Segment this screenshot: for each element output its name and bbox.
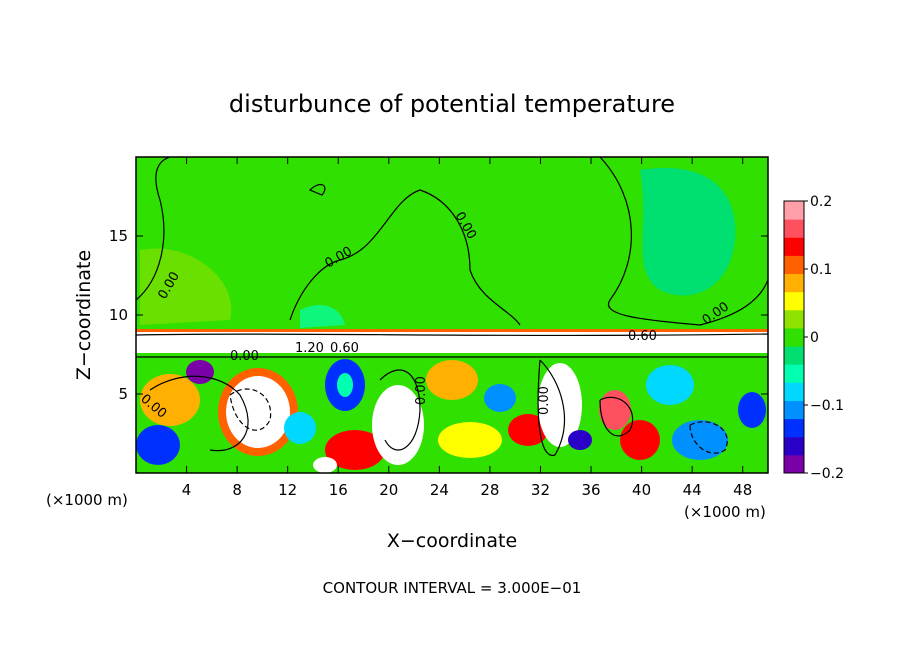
x-tick-label: 8: [232, 481, 242, 499]
colorbar-segment: [784, 255, 804, 275]
blob: [226, 376, 290, 448]
contour-line: [689, 421, 728, 454]
colorbar-segment: [784, 327, 804, 347]
colorbar-segment: [784, 346, 804, 365]
x-tick-label: 4: [182, 481, 192, 499]
blob: [568, 430, 592, 450]
colorbar: 0.2 0.1 0 −0.1 −0.2: [783, 194, 844, 482]
blob: [337, 373, 353, 397]
x-tick-label: 16: [329, 481, 348, 499]
x-axis-title: X−coordinate: [387, 530, 517, 552]
blob: [284, 412, 316, 444]
colorbar-segment: [784, 273, 804, 293]
x-tick-label: 44: [683, 481, 702, 499]
x-axis: 4 8 12 16 20 24 28 32 36 40 44 48: [182, 157, 752, 499]
x-tick-label: 40: [632, 481, 651, 499]
colorbar-segment: [784, 291, 804, 311]
colorbar-tick-label: 0: [810, 330, 819, 346]
contour-line: [229, 388, 272, 431]
colorbar-segment: [784, 309, 804, 329]
y-tick-label: 15: [109, 227, 128, 245]
contour-line: [149, 375, 249, 452]
x-tick-label: 24: [430, 481, 449, 499]
blob: [538, 363, 582, 447]
upper-field-patch: [300, 305, 345, 328]
contour-line: [308, 183, 326, 196]
blob: [738, 392, 766, 428]
colorbar-tick-label: 0.2: [810, 194, 832, 210]
contour-line: [289, 189, 521, 326]
chart-title: disturbunce of potential temperature: [229, 90, 675, 118]
contour-label: 0.60: [628, 329, 657, 344]
y-axis: 5 10 15: [109, 227, 768, 403]
colorbar-segment: [784, 418, 804, 438]
contour-line: [599, 396, 634, 437]
blob: [438, 422, 502, 458]
colorbar-tick-label: −0.1: [810, 398, 844, 414]
blob: [620, 420, 660, 460]
blob: [136, 425, 180, 465]
contour-line: [599, 157, 768, 326]
contour-line: [379, 369, 421, 451]
upper-field-patch: [140, 248, 232, 325]
contour-interval-note: CONTOUR INTERVAL = 3.000E−01: [323, 579, 582, 597]
contour-line: [136, 333, 768, 337]
x-unit-label-left: (×1000 m): [46, 491, 128, 509]
x-tick-label: 48: [733, 481, 752, 499]
blob: [646, 365, 694, 405]
contour-label: 0.60: [330, 341, 359, 356]
inversion-band-edge: [136, 329, 768, 332]
x-tick-label: 32: [531, 481, 550, 499]
inversion-band: [136, 329, 768, 353]
x-tick-label: 12: [278, 481, 297, 499]
blob: [372, 385, 424, 465]
x-unit-label-right: (×1000 m): [684, 503, 766, 521]
x-tick-label: 28: [480, 481, 499, 499]
colorbar-segment: [784, 400, 804, 420]
colorbar-segment: [784, 454, 804, 474]
colorbar-tick-label: 0.1: [810, 262, 832, 278]
contour-label: 1.20: [295, 341, 324, 356]
contour-label: 0.00: [537, 386, 552, 415]
plot-area: 0.00 0.00 0.00 0.00 0.00 0.00 0.00 0.60 …: [136, 157, 768, 473]
blob: [313, 457, 337, 473]
colorbar-segment: [784, 219, 804, 238]
x-tick-label: 36: [581, 481, 600, 499]
colorbar-segment: [784, 382, 804, 401]
blob: [325, 430, 385, 470]
colorbar-segment: [784, 364, 804, 383]
colorbar-segment: [784, 237, 804, 256]
upper-field-patch: [640, 167, 736, 296]
colorbar-segment: [784, 436, 804, 456]
contour-line: [136, 157, 171, 301]
blob: [599, 390, 631, 430]
colorbar-tick-label: −0.2: [810, 466, 844, 482]
blob: [484, 384, 516, 412]
contour-label: 0.00: [414, 376, 429, 405]
blob: [426, 360, 478, 400]
x-tick-label: 20: [379, 481, 398, 499]
y-axis-title: Z−coordinate: [73, 250, 95, 380]
turbulent-blobs: [136, 359, 766, 473]
blob: [186, 360, 214, 384]
y-tick-label: 10: [109, 306, 128, 324]
contour-lines: [136, 157, 768, 456]
blob: [508, 414, 548, 446]
contour-label: 0.00: [230, 349, 259, 364]
contour-line: [537, 359, 565, 456]
y-tick-label: 5: [118, 385, 128, 403]
colorbar-segment: [784, 201, 804, 220]
blob: [672, 420, 728, 460]
